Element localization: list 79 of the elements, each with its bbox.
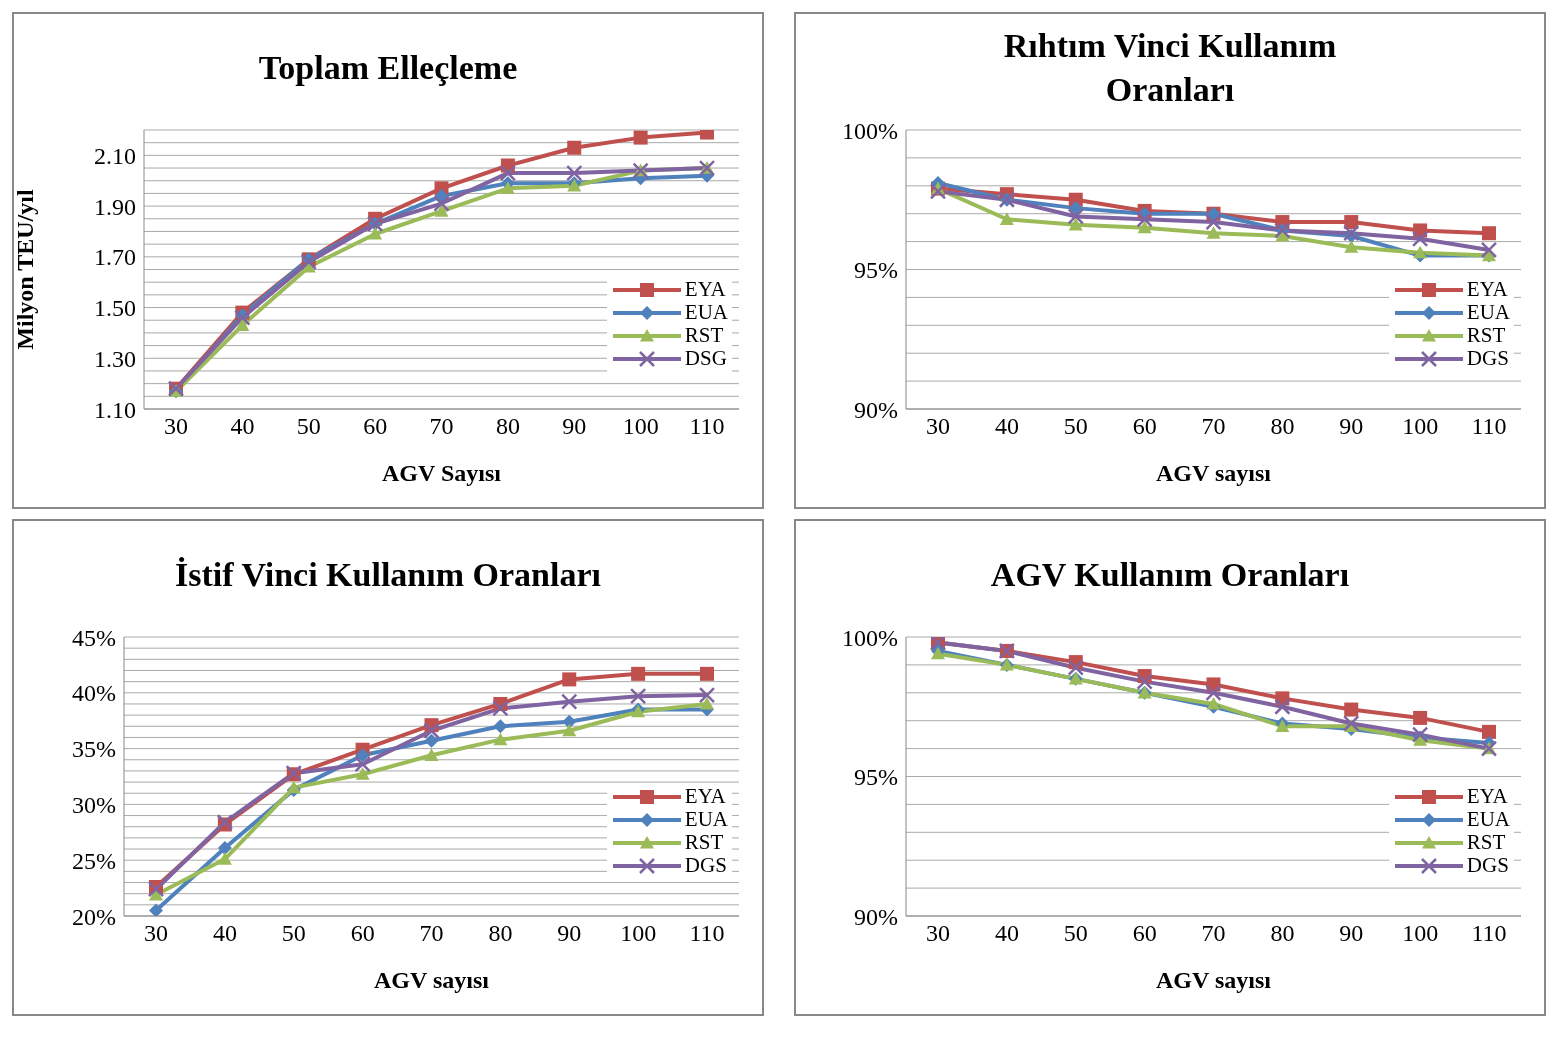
chart-title: Rıhtım Vinci Kullanım Oranları xyxy=(1002,26,1338,110)
legend-label: RST xyxy=(684,830,724,855)
x-tick-label: 70 xyxy=(1201,920,1226,947)
y-tick-label: 1.50 xyxy=(94,295,136,322)
legend-label: DGS xyxy=(684,853,727,878)
x-tick-label: 40 xyxy=(994,413,1019,440)
x-axis-title: AGV sayısı xyxy=(1156,460,1272,486)
x-tick-label: 70 xyxy=(1201,413,1226,440)
y-axis-title: Milyon TEU/yıl xyxy=(11,189,38,350)
chart-title: AGV Kullanım Oranları xyxy=(990,555,1350,595)
x-tick-label: 110 xyxy=(689,920,725,947)
x-tick-label: 50 xyxy=(1063,413,1088,440)
x-tick-label: 30 xyxy=(144,920,168,947)
x-tick-label: 90 xyxy=(1339,920,1364,947)
x-tick-label: 80 xyxy=(1270,920,1295,947)
y-tick-label: 100% xyxy=(842,624,898,651)
x-tick-label: 70 xyxy=(419,920,444,947)
legend-label: EUA xyxy=(684,807,728,832)
x-tick-label: 80 xyxy=(495,413,520,440)
y-tick-label: 1.10 xyxy=(94,396,136,423)
x-tick-label: 30 xyxy=(926,413,950,440)
x-tick-label: 60 xyxy=(1132,413,1157,440)
legend-label: EUA xyxy=(684,300,728,325)
x-tick-label: 100 xyxy=(1402,920,1439,947)
legend-label: RST xyxy=(1466,830,1506,855)
legend-label: EYA xyxy=(684,277,726,302)
x-tick-label: 90 xyxy=(562,413,587,440)
x-axis-title: AGV sayısı xyxy=(1156,967,1272,993)
chart-title: Toplam Elleçleme xyxy=(258,48,518,88)
y-tick-label: 25% xyxy=(72,847,116,874)
y-tick-label: 95% xyxy=(854,764,898,791)
y-tick-label: 40% xyxy=(72,680,116,707)
x-tick-label: 50 xyxy=(281,920,306,947)
x-tick-label: 60 xyxy=(1132,920,1157,947)
x-tick-label: 40 xyxy=(994,920,1019,947)
x-tick-label: 70 xyxy=(429,413,454,440)
legend-label: DSG xyxy=(684,346,727,371)
legend-label: DGS xyxy=(1466,346,1509,371)
x-tick-label: 100 xyxy=(620,920,657,947)
x-tick-label: 90 xyxy=(557,920,582,947)
x-tick-label: 40 xyxy=(230,413,255,440)
legend-label: EYA xyxy=(684,784,726,809)
x-tick-label: 30 xyxy=(164,413,188,440)
y-tick-label: 90% xyxy=(854,903,898,930)
x-tick-label: 80 xyxy=(488,920,513,947)
y-tick-label: 1.30 xyxy=(94,345,136,372)
y-tick-label: 95% xyxy=(854,257,898,284)
y-tick-label: 2.10 xyxy=(94,142,136,169)
x-tick-label: 100 xyxy=(622,413,659,440)
legend-label: EUA xyxy=(1466,300,1510,325)
x-tick-label: 60 xyxy=(363,413,388,440)
x-tick-label: 110 xyxy=(689,413,725,440)
x-tick-label: 90 xyxy=(1339,413,1364,440)
legend-label: DGS xyxy=(1466,853,1509,878)
y-tick-label: 100% xyxy=(842,117,898,144)
y-tick-label: 30% xyxy=(72,791,116,818)
y-tick-label: 20% xyxy=(72,903,116,930)
x-tick-label: 110 xyxy=(1471,413,1507,440)
y-tick-label: 35% xyxy=(72,736,116,763)
x-tick-label: 110 xyxy=(1471,920,1507,947)
x-axis-title: AGV sayısı xyxy=(374,967,490,993)
x-tick-label: 80 xyxy=(1270,413,1295,440)
y-tick-label: 1.90 xyxy=(94,193,136,220)
y-tick-label: 90% xyxy=(854,396,898,423)
y-tick-label: 45% xyxy=(72,624,116,651)
legend-label: EYA xyxy=(1466,784,1508,809)
chart-title: İstif Vinci Kullanım Oranları xyxy=(175,555,601,595)
x-tick-label: 30 xyxy=(926,920,950,947)
x-tick-label: 100 xyxy=(1402,413,1439,440)
x-tick-label: 60 xyxy=(350,920,375,947)
y-tick-label: 1.70 xyxy=(94,244,136,271)
x-tick-label: 50 xyxy=(296,413,321,440)
x-tick-label: 50 xyxy=(1063,920,1088,947)
legend-label: EUA xyxy=(1466,807,1510,832)
legend-label: RST xyxy=(1466,323,1506,348)
legend-label: RST xyxy=(684,323,724,348)
x-axis-title: AGV Sayısı xyxy=(382,460,502,486)
legend-label: EYA xyxy=(1466,277,1508,302)
x-tick-label: 40 xyxy=(212,920,237,947)
